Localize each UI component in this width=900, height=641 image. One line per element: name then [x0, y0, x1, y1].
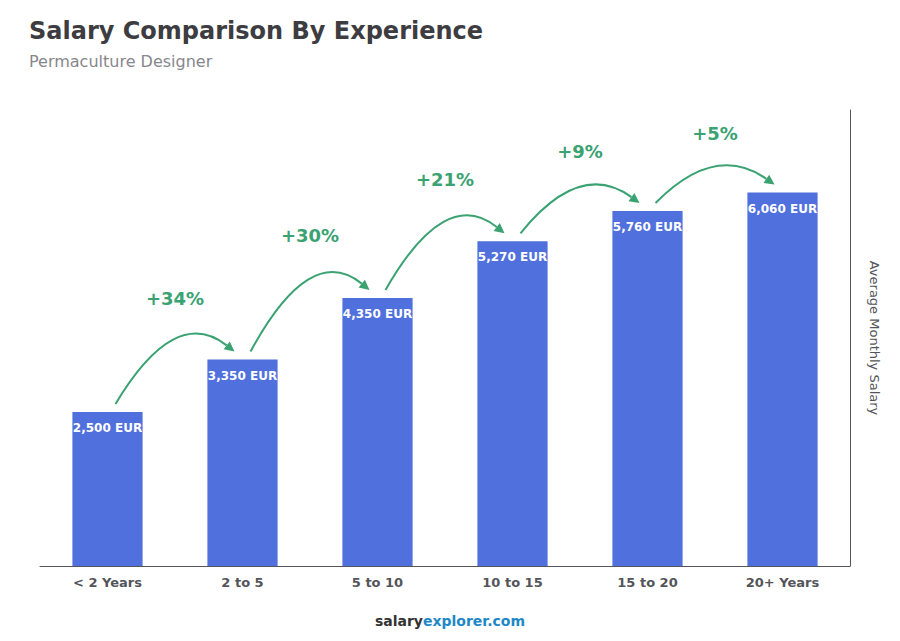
svg-text:Average Monthly Salary: Average Monthly Salary: [867, 261, 882, 416]
svg-text:6,060 EUR: 6,060 EUR: [748, 202, 817, 216]
svg-text:20+ Years: 20+ Years: [746, 575, 820, 590]
svg-text:+21%: +21%: [416, 169, 474, 190]
svg-text:Permaculture Designer: Permaculture Designer: [29, 52, 213, 71]
svg-text:salary: salary: [375, 613, 423, 629]
svg-text:+30%: +30%: [281, 225, 339, 246]
svg-text:+5%: +5%: [692, 123, 738, 144]
svg-text:+9%: +9%: [557, 141, 603, 162]
svg-text:3,350 EUR: 3,350 EUR: [208, 369, 277, 383]
svg-text:4,350 EUR: 4,350 EUR: [343, 307, 412, 321]
svg-text:explorer.com: explorer.com: [423, 613, 525, 629]
svg-text:10 to 15: 10 to 15: [482, 575, 542, 590]
svg-text:+34%: +34%: [146, 288, 204, 309]
svg-text:< 2 Years: < 2 Years: [73, 575, 142, 590]
svg-text:15 to 20: 15 to 20: [617, 575, 677, 590]
svg-text:5,760 EUR: 5,760 EUR: [613, 220, 682, 234]
svg-text:5,270 EUR: 5,270 EUR: [478, 250, 547, 264]
svg-text:2,500 EUR: 2,500 EUR: [73, 421, 142, 435]
svg-text:5 to 10: 5 to 10: [352, 575, 403, 590]
svg-text:2 to 5: 2 to 5: [221, 575, 263, 590]
svg-text:Salary Comparison By Experienc: Salary Comparison By Experience: [29, 17, 483, 45]
